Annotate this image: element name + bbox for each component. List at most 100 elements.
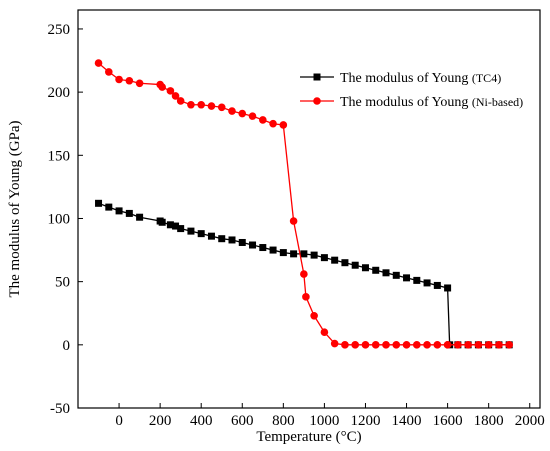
data-point [166, 87, 175, 95]
data-point [105, 68, 113, 76]
data-point [320, 328, 329, 336]
data-point [259, 244, 267, 252]
data-point [172, 222, 180, 230]
data-point [177, 225, 185, 233]
data-point [290, 250, 298, 258]
data-point [105, 203, 113, 211]
data-point [238, 109, 247, 118]
x-tick-label: 1400 [392, 413, 422, 429]
data-point [94, 59, 103, 67]
x-tick-label: 0 [115, 413, 123, 429]
data-point [331, 256, 339, 264]
data-point [423, 341, 431, 349]
y-axis-title: The modulus of Young (GPa) [7, 120, 23, 297]
x-tick-label: 1000 [309, 413, 339, 429]
data-point [382, 341, 390, 349]
x-tick-label: 400 [190, 413, 213, 429]
legend-series-suffix: (TC4) [472, 71, 501, 85]
data-point [300, 270, 308, 278]
data-point [135, 79, 144, 88]
legend-marker [313, 97, 321, 105]
series-2 [94, 59, 513, 349]
data-point [248, 112, 257, 120]
series-layer [94, 59, 513, 349]
data-point [433, 341, 442, 349]
x-tick-label: 1600 [433, 413, 463, 429]
data-point [403, 274, 411, 282]
legend-item-2: The modulus of Young (Ni-based) [300, 95, 523, 110]
data-point [330, 339, 339, 348]
data-point [158, 218, 166, 226]
data-point [289, 217, 298, 225]
data-point [341, 259, 349, 267]
data-point [176, 97, 185, 105]
x-tick-label: 800 [272, 413, 295, 429]
data-point [228, 236, 236, 244]
data-point [372, 266, 380, 274]
data-point [351, 341, 360, 349]
data-point [474, 341, 483, 349]
data-point [269, 246, 277, 254]
data-point [197, 230, 205, 238]
legend-item-1: The modulus of Young (TC4) [300, 71, 501, 86]
y-tick-label: 50 [55, 275, 70, 291]
data-point [402, 341, 411, 349]
x-tick-label: 200 [149, 413, 172, 429]
data-point [320, 254, 328, 262]
data-point [187, 100, 195, 109]
legend: The modulus of Young (TC4)The modulus of… [300, 71, 523, 110]
data-point [279, 121, 288, 129]
plot-frame [77, 9, 541, 409]
legend-label: The modulus of Young (TC4) [340, 71, 501, 86]
data-point [249, 241, 257, 249]
data-point [218, 235, 226, 243]
data-point [495, 341, 503, 349]
data-point [125, 76, 134, 85]
y-tick-label: -50 [50, 401, 70, 417]
x-axis-title: Temperature (°C) [256, 429, 361, 445]
data-point [423, 279, 431, 287]
y-tick-label: 250 [48, 22, 71, 38]
x-tick-label: 1200 [350, 413, 380, 429]
y-tick-label: 0 [63, 338, 71, 354]
x-tick-label: 600 [231, 413, 254, 429]
data-point [392, 271, 400, 279]
data-point [413, 276, 421, 284]
data-point [361, 341, 370, 349]
y-tick-label: 100 [48, 211, 71, 227]
x-tick-label: 2000 [515, 413, 545, 429]
data-point [443, 341, 452, 349]
data-point [505, 341, 513, 349]
data-point [166, 221, 174, 229]
data-point [454, 341, 462, 349]
data-point [371, 341, 380, 349]
data-point [115, 75, 123, 84]
data-point [310, 251, 318, 259]
data-point [444, 284, 452, 292]
data-point [125, 209, 133, 217]
data-point [433, 281, 441, 289]
data-point [484, 341, 493, 349]
data-point [95, 199, 103, 207]
data-point [413, 341, 421, 349]
data-point [341, 341, 349, 349]
data-point [300, 250, 308, 258]
data-point [158, 83, 166, 91]
ticks-layer: 0 200 400 600 800 1000 1200 1400 1600 1800 2000-50… [48, 22, 545, 429]
data-point [187, 227, 195, 235]
data-point [238, 238, 246, 246]
data-point [382, 269, 390, 277]
data-point [464, 341, 472, 349]
data-point [361, 264, 369, 272]
data-point [351, 261, 359, 269]
y-tick-label: 150 [48, 148, 71, 164]
data-point [392, 341, 401, 349]
x-tick-label: 1800 [474, 413, 504, 429]
data-point [228, 107, 236, 115]
data-point [136, 213, 144, 221]
legend-series-name: The modulus of Young [340, 95, 472, 110]
data-point [171, 92, 180, 100]
data-point [310, 311, 318, 320]
